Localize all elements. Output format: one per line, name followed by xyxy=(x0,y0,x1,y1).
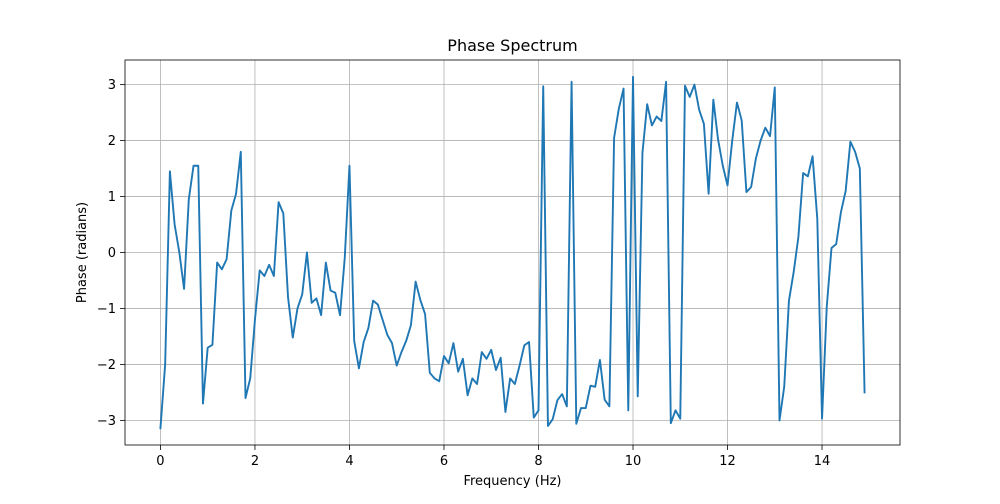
x-axis-label: Frequency (Hz) xyxy=(463,474,561,489)
x-tick-label: 0 xyxy=(156,454,164,469)
x-tick-label: 6 xyxy=(440,454,448,469)
x-tick-label: 4 xyxy=(345,454,353,469)
x-tick-label: 14 xyxy=(814,454,831,469)
x-tick-label: 8 xyxy=(534,454,542,469)
x-tick-label: 12 xyxy=(719,454,736,469)
y-tick-label: −3 xyxy=(97,414,116,429)
x-tick-label: 2 xyxy=(251,454,259,469)
chart-title: Phase Spectrum xyxy=(447,36,577,55)
y-tick-label: 0 xyxy=(108,246,116,261)
y-tick-label: 3 xyxy=(108,78,116,93)
x-tick-label: 10 xyxy=(625,454,642,469)
y-tick-label: −2 xyxy=(97,358,116,373)
y-tick-label: 1 xyxy=(108,190,116,205)
y-tick-label: −1 xyxy=(97,302,116,317)
y-axis-label: Phase (radians) xyxy=(75,202,90,303)
y-tick-label: 2 xyxy=(108,134,116,149)
